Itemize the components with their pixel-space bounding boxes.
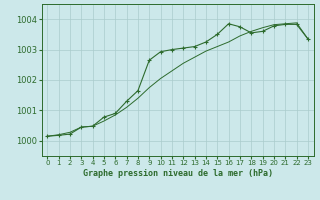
X-axis label: Graphe pression niveau de la mer (hPa): Graphe pression niveau de la mer (hPa) <box>83 169 273 178</box>
